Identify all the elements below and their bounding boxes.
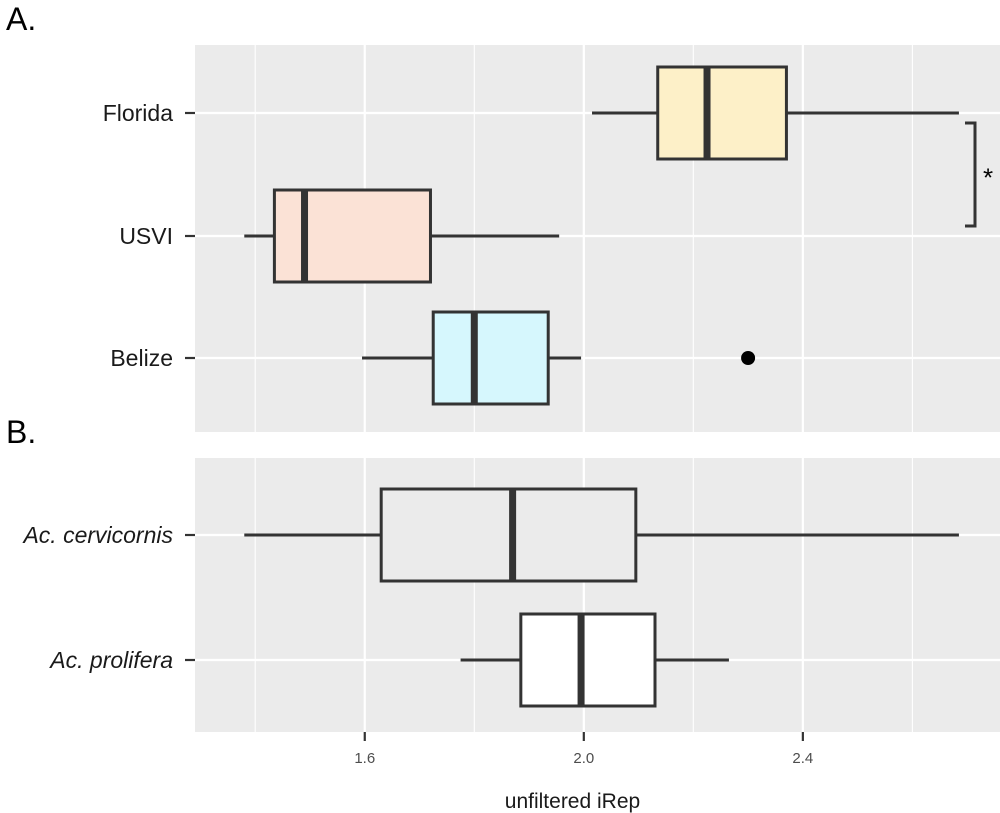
category-label-a-1: USVI [119, 223, 173, 249]
x-axis: 1.6 2.0 2.4 unfiltered iRep [354, 732, 813, 813]
category-label-a-2: Belize [110, 345, 173, 371]
box-b-0 [379, 487, 638, 583]
box-b-1 [519, 612, 657, 708]
category-label-b-1: Ac. prolifera [48, 647, 173, 673]
x-tick-label-2: 2.4 [792, 750, 813, 767]
panel-a-label: A. [6, 1, 36, 37]
x-axis-title: unfiltered iRep [505, 790, 640, 813]
panel-b-label: B. [6, 414, 36, 450]
significance-bracket [965, 121, 977, 228]
category-label-a-0: Florida [103, 100, 174, 126]
x-tick-label-1: 2.0 [573, 750, 594, 767]
box-a-0 [656, 65, 788, 161]
category-label-b-0: Ac. cervicornis [21, 522, 173, 548]
outlier-a-2-0 [741, 351, 756, 365]
significance-label: * [983, 163, 993, 193]
box-a-2 [431, 310, 550, 406]
box-a-1 [272, 188, 432, 284]
panel-b: B. Ac. cervicornis Ac. prolifera [6, 414, 1000, 732]
panel-a: A. Florida USVI Belize * [6, 1, 1000, 432]
x-tick-label-0: 1.6 [354, 750, 375, 767]
